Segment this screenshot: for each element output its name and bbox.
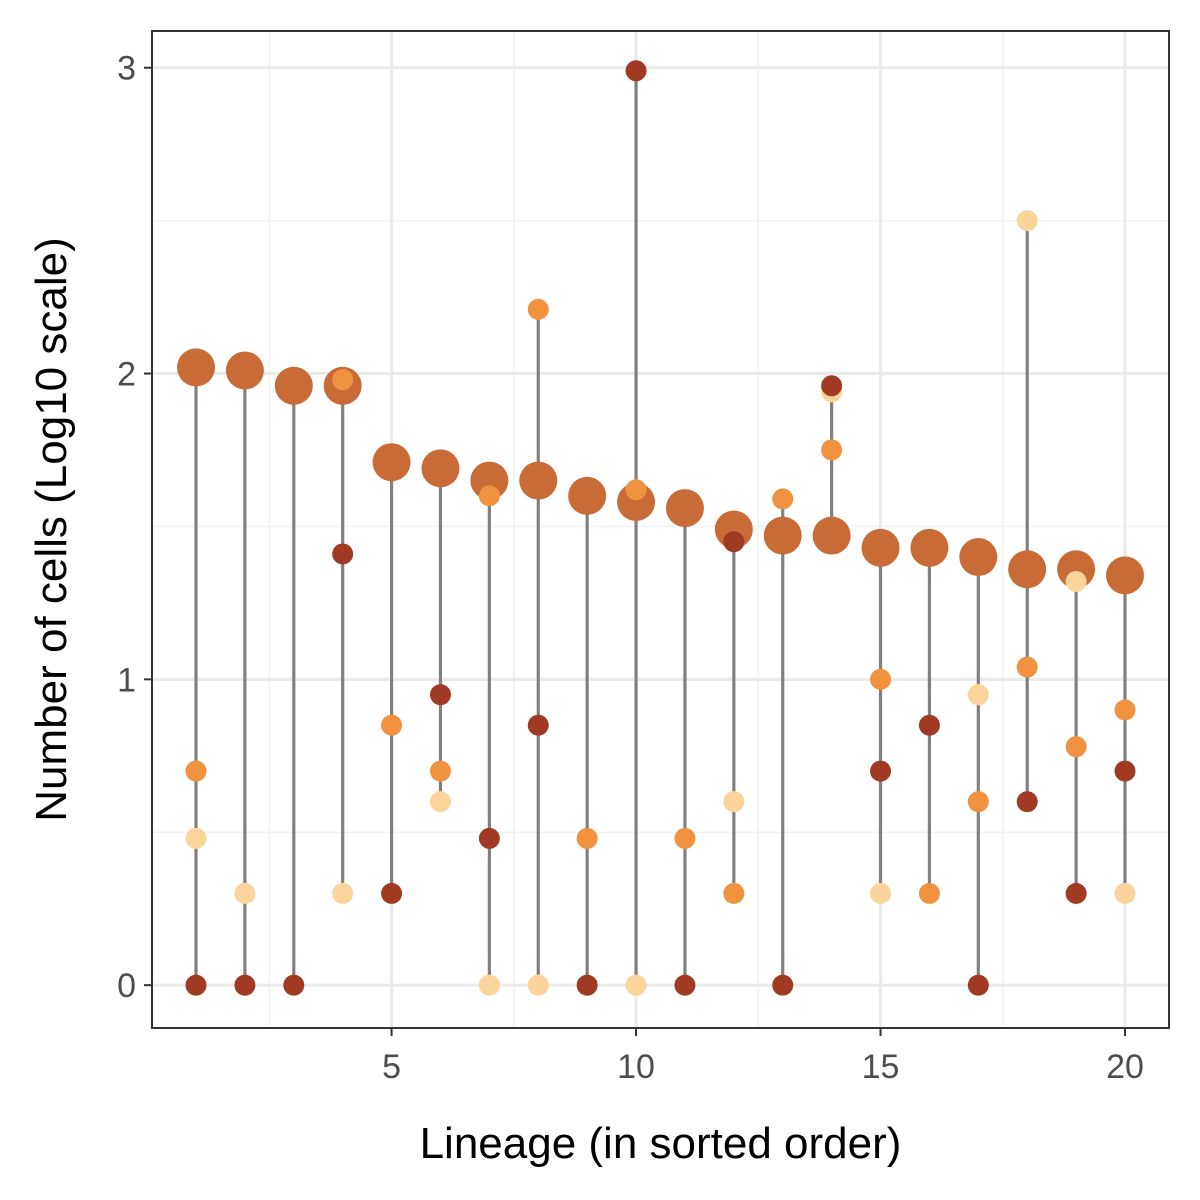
medium-point (918, 882, 940, 904)
dark-point (1065, 882, 1087, 904)
medium-point (1114, 699, 1136, 721)
medium-point (381, 714, 403, 736)
total-point (910, 528, 949, 567)
dark-point (185, 974, 207, 996)
y-tick-label: 1 (117, 661, 136, 699)
y-axis-title: Number of cells (Log10 scale) (27, 237, 76, 821)
medium-point (478, 485, 500, 507)
total-point (372, 443, 411, 482)
dark-point (772, 974, 794, 996)
total-point (1008, 550, 1047, 589)
dark-point (576, 974, 598, 996)
light-point (1016, 210, 1038, 232)
total-point (274, 366, 313, 405)
medium-point (332, 369, 354, 391)
light-point (625, 974, 647, 996)
light-point (870, 882, 892, 904)
light-point (332, 882, 354, 904)
medium-point (1016, 656, 1038, 678)
total-point (421, 449, 460, 488)
dark-point (723, 531, 745, 553)
total-point (470, 461, 509, 500)
light-point (1065, 570, 1087, 592)
medium-point (429, 760, 451, 782)
lineage-segments (194, 70, 1127, 986)
total-point (568, 476, 607, 515)
dark-point (918, 714, 940, 736)
total-point (1105, 556, 1144, 595)
dark-point (674, 974, 696, 996)
dark-point (821, 375, 843, 397)
panel-background (152, 31, 1169, 1028)
dark-point (478, 827, 500, 849)
light-point (967, 684, 989, 706)
panel-border (151, 30, 1170, 1029)
dark-point (234, 974, 256, 996)
medium-point (821, 439, 843, 461)
dark-point (1114, 760, 1136, 782)
y-tick-label: 0 (117, 967, 136, 1005)
total-point (665, 489, 704, 528)
total-point (225, 351, 264, 390)
x-tick-label: 10 (617, 1048, 655, 1086)
light-point (429, 791, 451, 813)
x-tick-label: 20 (1106, 1048, 1144, 1086)
medium-point (576, 827, 598, 849)
dark-point (429, 684, 451, 706)
x-tick-label: 15 (862, 1048, 900, 1086)
medium-point (870, 668, 892, 690)
medium-point (1065, 736, 1087, 758)
dark-point (332, 543, 354, 565)
light-point (1114, 882, 1136, 904)
medium-point (674, 827, 696, 849)
total-point (519, 461, 558, 500)
total-point (177, 348, 216, 387)
dark-point (1016, 791, 1038, 813)
medium-point (723, 882, 745, 904)
axes: 5 10 15 20 0 1 2 3 (117, 50, 1144, 1086)
dark-point (625, 60, 647, 82)
medium-point (527, 298, 549, 320)
dark-point (967, 974, 989, 996)
total-point (861, 528, 900, 567)
medium-point (967, 791, 989, 813)
dark-point (870, 760, 892, 782)
y-tick-label: 2 (117, 356, 136, 394)
light-point (185, 827, 207, 849)
dark-point (381, 882, 403, 904)
light-point (527, 974, 549, 996)
plot-panel (151, 30, 1170, 1029)
light-point (234, 882, 256, 904)
dark-point (283, 974, 305, 996)
medium-point (772, 488, 794, 510)
light-point (478, 974, 500, 996)
data-points (177, 60, 1144, 996)
medium-point (185, 760, 207, 782)
total-point (763, 516, 802, 555)
total-point (812, 516, 851, 555)
light-point (723, 791, 745, 813)
medium-point (625, 479, 647, 501)
dark-point (527, 714, 549, 736)
y-tick-label: 3 (117, 50, 136, 88)
x-axis-title: Lineage (in sorted order) (420, 1119, 902, 1168)
x-tick-label: 5 (382, 1048, 401, 1086)
total-point (959, 538, 998, 577)
